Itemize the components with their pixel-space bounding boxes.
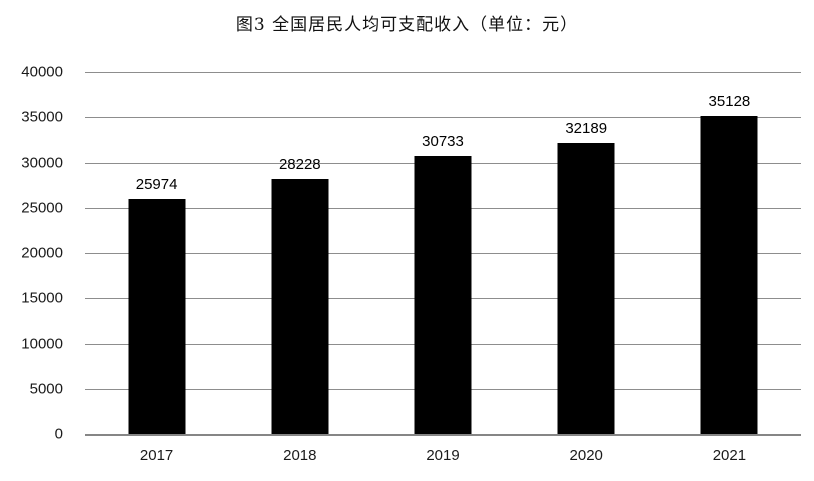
y-axis-tick-label: 25000 <box>21 199 63 217</box>
y-axis-tick-label: 35000 <box>21 108 63 126</box>
bar-slot: 25974 <box>85 72 228 434</box>
y-axis-tick-label: 5000 <box>29 380 63 398</box>
y-axis-tick-label: 20000 <box>21 244 63 262</box>
bars-container: 25974 28228 30733 32189 35128 <box>85 72 801 434</box>
gridline <box>85 117 801 119</box>
bar-slot: 32189 <box>515 72 658 434</box>
bar-slot: 30733 <box>371 72 514 434</box>
x-axis-tick-label: 2017 <box>139 447 174 464</box>
bar-slot: 35128 <box>658 72 801 434</box>
y-axis-tick-label: 30000 <box>21 154 63 171</box>
y-axis-tick-label: 15000 <box>21 289 63 307</box>
gridline <box>85 72 801 73</box>
x-axis-tick-label: 2018 <box>283 447 317 464</box>
x-axis-tick-label: 2020 <box>569 447 603 464</box>
bar-value-label: 30733 <box>422 132 464 150</box>
bar-value-label: 28228 <box>278 155 321 173</box>
bar <box>557 142 615 434</box>
bar <box>414 155 472 434</box>
bar-value-label: 32189 <box>565 119 608 137</box>
bar <box>271 178 329 434</box>
plot-area: 25974 28228 30733 32189 35128 <box>85 72 801 436</box>
bar-value-label: 35128 <box>708 93 751 111</box>
x-axis-tick-label: 2019 <box>426 447 460 464</box>
x-axis-tick-labels: 2017 2018 2019 2020 2021 <box>85 447 801 465</box>
y-axis-tick-labels: 0 5000 10000 15000 20000 25000 30000 35000 40000 <box>0 65 63 442</box>
y-axis-tick-label: 0 <box>54 425 63 443</box>
bar <box>700 116 758 434</box>
bar-slot: 28228 <box>228 72 371 434</box>
y-axis-tick-label: 40000 <box>21 63 63 81</box>
bar <box>128 198 186 434</box>
chart-title: 图3 全国居民人均可支配收入（单位：元） <box>235 15 579 35</box>
y-axis-tick-label: 10000 <box>21 335 63 352</box>
x-axis-tick-label: 2021 <box>712 447 747 464</box>
bar-value-label: 25974 <box>135 175 178 193</box>
